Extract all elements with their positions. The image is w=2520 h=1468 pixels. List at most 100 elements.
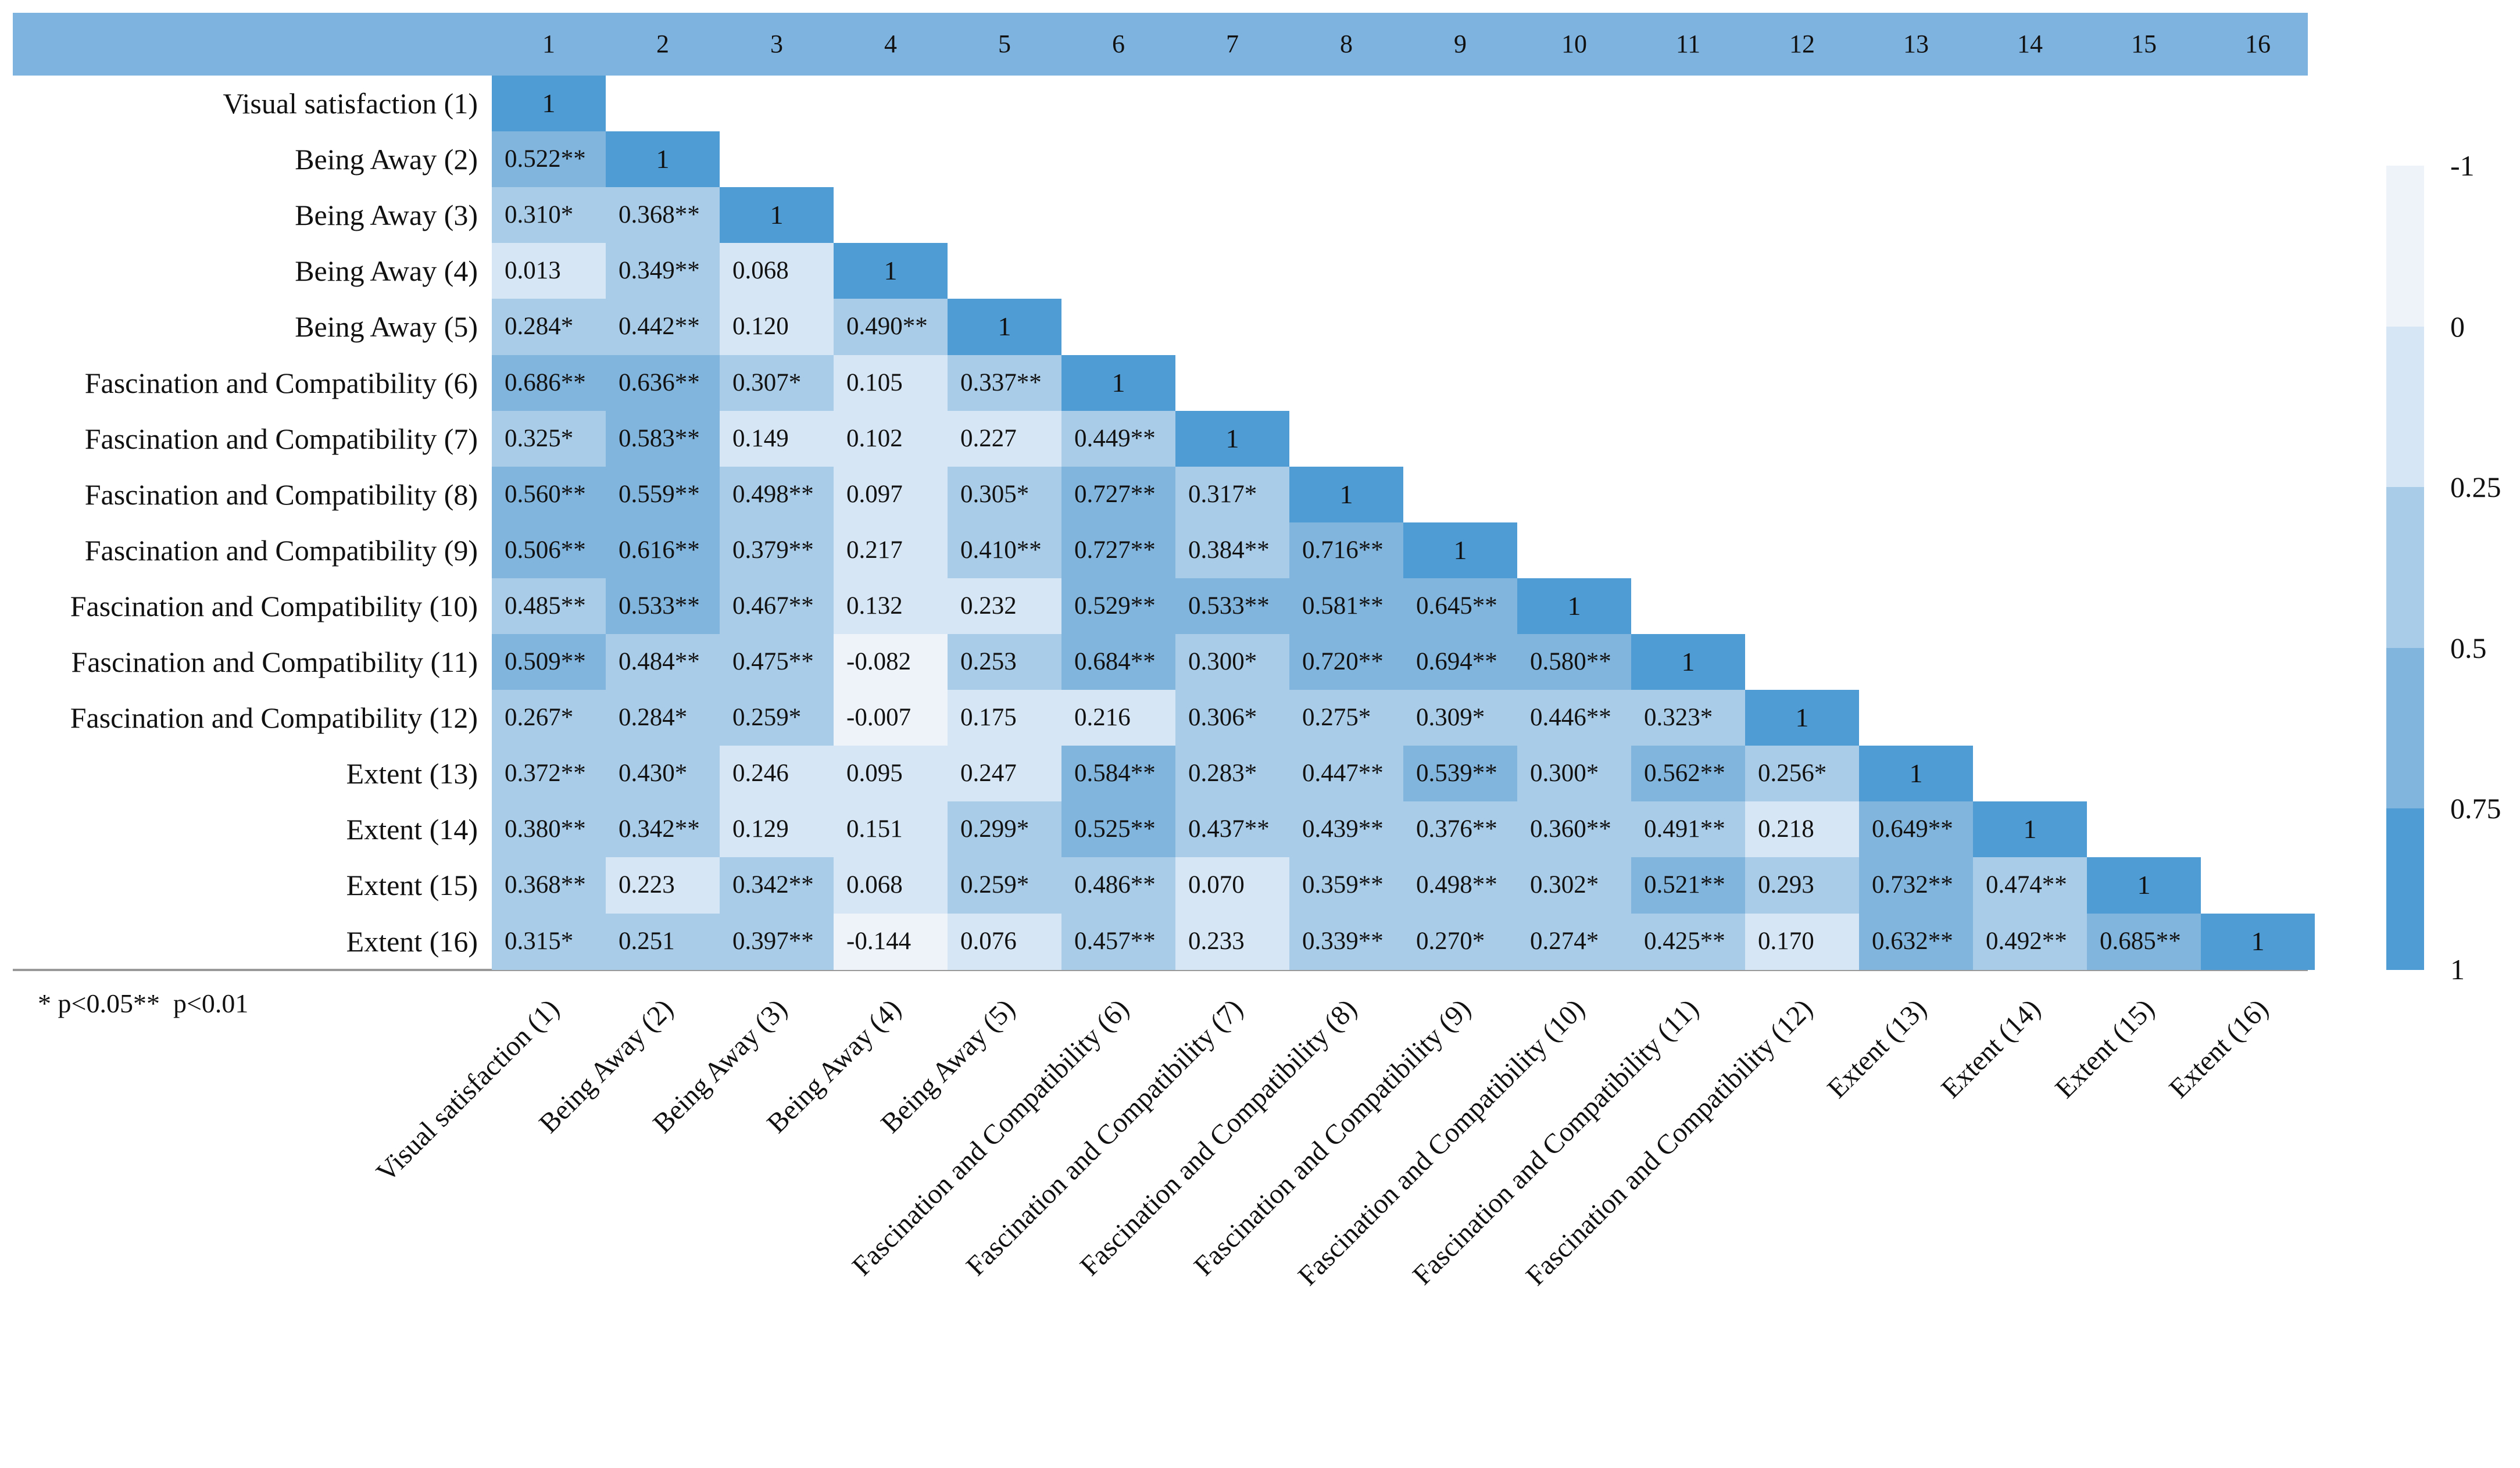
heatmap-cell: 0.300* [1175,634,1289,690]
row-label: Visual satisfaction (1) [223,87,478,120]
heatmap-cell: 0.685** [2087,913,2201,970]
row-label: Extent (13) [346,757,478,790]
heatmap-cell: 0.645** [1403,578,1517,635]
heatmap-cell: 0.307* [720,355,834,411]
heatmap-cell: 1 [492,76,606,132]
column-header: 10 [1561,30,1587,58]
heatmap-cell: 0.457** [1061,913,1175,970]
heatmap-cell: 0.559** [606,466,720,523]
heatmap-cell: 0.359** [1289,857,1403,914]
heatmap-cell: 0.259* [948,857,1061,914]
heatmap-cell: 1 [1631,634,1745,690]
heatmap-cell: 1 [720,187,834,244]
heatmap-cell: 0.325* [492,410,606,467]
heatmap-cell: 0.632** [1859,913,1973,970]
heatmap-cell: -0.144 [834,913,948,970]
column-header: 13 [1903,30,1929,58]
legend-swatch [2386,808,2424,970]
column-header: 1 [542,30,555,58]
column-header: 6 [1112,30,1125,58]
heatmap-cell: 0.247 [948,746,1061,803]
heatmap-cell: 0.317* [1175,466,1289,523]
heatmap-cell: 0.583** [606,410,720,467]
heatmap-cell: 0.337** [948,355,1061,411]
legend-tick-label: 0 [2450,310,2465,343]
heatmap-cell: 0.013 [492,243,606,300]
heatmap-cell: 0.521** [1631,857,1745,914]
heatmap-cell: 1 [1859,746,1973,803]
heatmap-cell: 0.120 [720,299,834,356]
heatmap-cell: 1 [1061,355,1175,411]
heatmap-cell: 0.379** [720,522,834,579]
heatmap-cell: 0.498** [1403,857,1517,914]
column-header: 12 [1789,30,1815,58]
heatmap-cell: 0.259* [720,690,834,747]
heatmap-cell: 0.649** [1859,801,1973,858]
column-header: 7 [1226,30,1239,58]
heatmap-cell: 0.410** [948,522,1061,579]
heatmap-cell: 0.694** [1403,634,1517,690]
heatmap-cell: 0.727** [1061,522,1175,579]
heatmap-cell: 1 [1175,410,1289,467]
heatmap-cell: 0.227 [948,410,1061,467]
heatmap-cell: 0.323* [1631,690,1745,747]
row-label: Being Away (3) [295,199,478,232]
legend-tick-label: 0.5 [2450,631,2487,664]
heatmap-cell: 0.430* [606,746,720,803]
row-label: Fascination and Compatibility (12) [70,701,478,735]
heatmap-cell: 0.170 [1745,913,1859,970]
heatmap-cell: 0.076 [948,913,1061,970]
heatmap-cell: 0.253 [948,634,1061,690]
heatmap-cell: 0.105 [834,355,948,411]
heatmap-cell: 0.727** [1061,466,1175,523]
heatmap-cell: 1 [606,131,720,188]
column-header: 8 [1340,30,1353,58]
heatmap-cell: 0.486** [1061,857,1175,914]
heatmap-cell: 0.485** [492,578,606,635]
row-label: Fascination and Compatibility (10) [70,589,478,622]
heatmap-cell: 1 [948,299,1061,356]
heatmap-cell: 0.342** [606,801,720,858]
heatmap-cell: 1 [1973,801,2087,858]
column-header: 15 [2131,30,2157,58]
heatmap-cell: 0.522** [492,131,606,188]
heatmap-cell: 0.299* [948,801,1061,858]
row-label: Extent (16) [346,925,478,958]
column-header: 3 [770,30,783,58]
heatmap-cell: 0.475** [720,634,834,690]
heatmap-cell: 0.232 [948,578,1061,635]
heatmap-cell: 0.309* [1403,690,1517,747]
heatmap-cell: 0.581** [1289,578,1403,635]
heatmap-cell: 0.233 [1175,913,1289,970]
heatmap-cell: 0.525** [1061,801,1175,858]
heatmap-cell: 0.539** [1403,746,1517,803]
column-header: 4 [884,30,897,58]
row-label: Being Away (4) [295,255,478,288]
heatmap-cell: 0.302* [1517,857,1631,914]
heatmap-cell: 0.216 [1061,690,1175,747]
heatmap-cell: 0.360** [1517,801,1631,858]
heatmap-cell: 0.616** [606,522,720,579]
row-label: Fascination and Compatibility (8) [84,478,478,511]
heatmap-cell: 0.376** [1403,801,1517,858]
heatmap-cell: 0.491** [1631,801,1745,858]
heatmap-cell: 0.533** [606,578,720,635]
heatmap-cell: 1 [834,243,948,300]
heatmap-cell: 1 [1289,466,1403,523]
heatmap-cell: 0.270* [1403,913,1517,970]
row-label: Being Away (5) [295,310,478,343]
column-header: 14 [2017,30,2043,58]
heatmap-cell: 1 [1403,522,1517,579]
heatmap-cell: 0.492** [1973,913,2087,970]
column-header: 2 [656,30,669,58]
legend-tick-label: 0.75 [2450,792,2501,825]
heatmap-cell: 0.068 [834,857,948,914]
heatmap-cell: 0.283* [1175,746,1289,803]
table-bottom-rule [13,969,2308,971]
column-header: 11 [1675,30,1701,58]
heatmap-cell: 0.720** [1289,634,1403,690]
heatmap-cell: 0.217 [834,522,948,579]
heatmap-cell: 0.267* [492,690,606,747]
legend-tick-label: -1 [2450,149,2475,182]
heatmap-cell: 0.562** [1631,746,1745,803]
